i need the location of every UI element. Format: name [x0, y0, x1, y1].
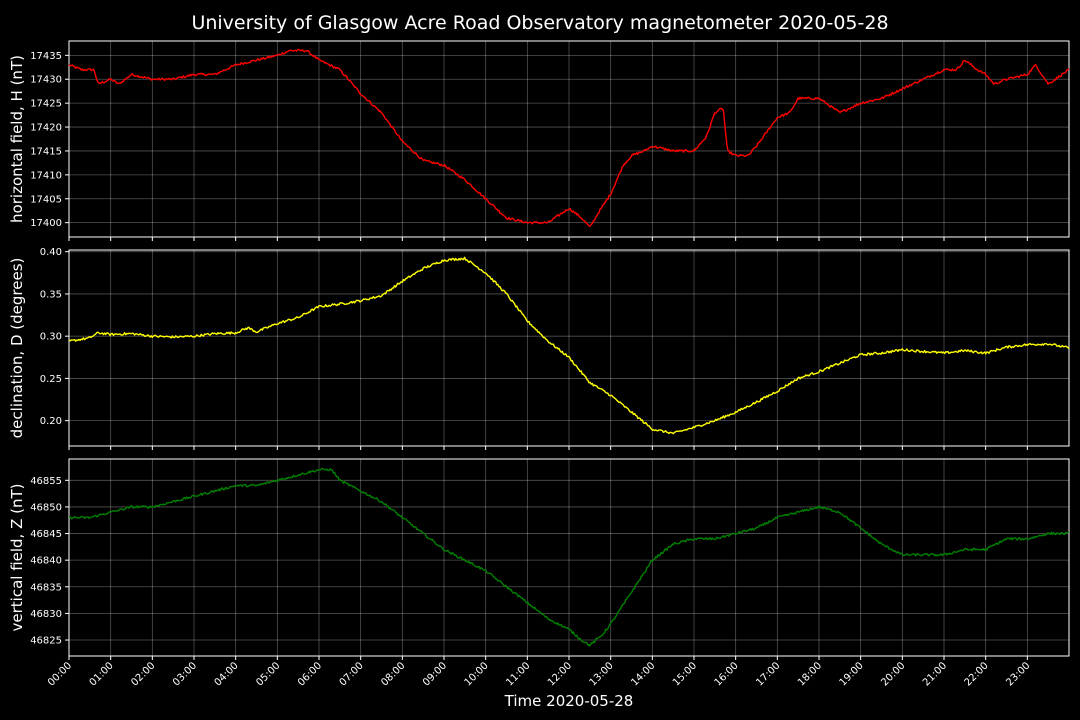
panels-group: 17400 17405 17410 17415 17420 17425 17430 17435…	[8, 40, 1070, 689]
y-tick-label: 0.40	[40, 247, 62, 258]
y-tick-label: 46835	[30, 582, 62, 593]
y-tick-label: 46840	[30, 556, 62, 567]
y-tick-label: 46845	[30, 529, 62, 540]
y-tick-label: 17400	[30, 218, 62, 229]
y-axis-label-3: vertical field, Z (nT)	[8, 483, 26, 631]
y-tick-label: 17420	[30, 123, 62, 134]
y-tick-label: 46850	[30, 502, 62, 513]
y-tick-label: 0.20	[40, 416, 62, 427]
y-tick-label: 46825	[30, 636, 62, 647]
y-tick-label: 17430	[30, 75, 62, 86]
panel-2: 0.20 0.25 0.30 0.35 0.40 declination, D (degr…	[8, 247, 1070, 450]
y-axis-label-2: declination, D (degrees)	[8, 258, 26, 439]
y-tick-label: 46830	[30, 609, 62, 620]
y-tick-label: 17410	[30, 170, 62, 181]
y-tick-label: 0.25	[40, 374, 62, 385]
panel-3: 46825 46830 46835 46840 46845 46850 46855 verti…	[8, 458, 1070, 660]
panel-1: 17400 17405 17410 17415 17420 17425 17430 17435…	[8, 40, 1070, 241]
series-line-1	[68, 48, 1070, 227]
x-axis-label: Time 2020-05-28	[504, 692, 634, 710]
y-tick-label: 17425	[30, 99, 62, 110]
panel-frame	[68, 249, 1070, 447]
y-tick-label: 17415	[30, 146, 62, 157]
chart-title: University of Glasgow Acre Road Observat…	[191, 12, 888, 34]
y-tick-label: 17435	[30, 51, 62, 62]
series-line-3	[68, 467, 1070, 647]
panel-frame	[68, 40, 1070, 238]
y-tick-label: 46855	[30, 476, 62, 487]
y-tick-label: 17405	[30, 194, 62, 205]
y-tick-label: 0.30	[40, 332, 62, 343]
panel-frame	[68, 458, 1070, 657]
y-tick-label: 0.35	[40, 289, 62, 300]
series-line-2	[68, 256, 1070, 435]
y-axis-label-1: horizontal field, H (nT)	[8, 55, 26, 223]
